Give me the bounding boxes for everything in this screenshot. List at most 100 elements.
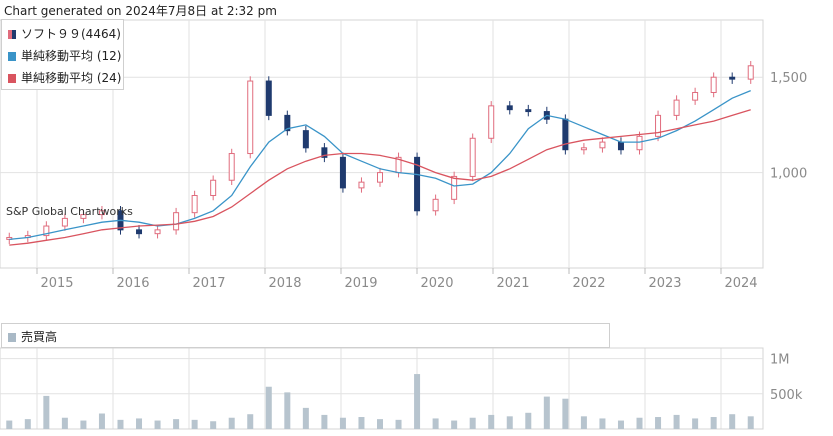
candle-body [6, 236, 13, 240]
volume-bar [265, 386, 272, 429]
chart-generated-header: Chart generated on 2024年7月8日 at 2:32 pm [4, 4, 277, 18]
candle-body [414, 156, 421, 212]
candle-body [321, 147, 328, 158]
volume-bar [506, 416, 513, 429]
volume-bar [210, 421, 217, 429]
volume-bar [543, 396, 550, 429]
volume-bar [655, 417, 662, 429]
volume-bar [321, 414, 328, 429]
volume-bar [98, 413, 105, 429]
volume-bar [710, 417, 717, 429]
x-tick-label: 2018 [268, 276, 301, 291]
volume-bar [432, 418, 439, 429]
sma12-line [9, 89, 751, 241]
candle-body [636, 135, 643, 151]
volume-bar [525, 412, 532, 429]
candle-body [729, 76, 736, 80]
candle-body [580, 147, 587, 151]
volume-bar [136, 418, 143, 429]
sma24-swatch-icon [8, 74, 16, 83]
volume-bar [673, 414, 680, 429]
candle-body [599, 141, 606, 149]
volume-bar [729, 414, 736, 429]
volume-bar [173, 419, 180, 429]
candle-body [98, 210, 105, 216]
volume-bar [469, 417, 476, 429]
volume-bar [562, 398, 569, 429]
legend-item-volume[interactable]: 売買高 [8, 328, 57, 345]
candle-body [210, 179, 217, 197]
candle-body [506, 105, 513, 111]
candle-body [673, 99, 680, 116]
legend-sma12-label: 単純移動平均 (12) [21, 49, 122, 63]
legend-volume-label: 売買高 [21, 330, 58, 344]
x-tick-label: 2020 [420, 276, 453, 291]
volume-bar [636, 417, 643, 429]
volume-swatch-icon [8, 333, 16, 342]
x-tick-label: 2015 [40, 276, 73, 291]
price-plot-frame [0, 19, 764, 269]
sma12-swatch-icon [8, 52, 16, 61]
candlestick-swatch-icon [8, 30, 16, 39]
volume-bar [395, 419, 402, 429]
candle-body [339, 156, 346, 189]
candle-body [617, 141, 624, 151]
candle-body [154, 229, 161, 235]
x-tick-label: 2017 [192, 276, 225, 291]
candle-body [488, 105, 495, 139]
volume-bar [747, 416, 754, 429]
candle-body [302, 130, 309, 149]
candle-body [377, 172, 383, 183]
volume-bar [24, 419, 31, 429]
candle-body [358, 181, 365, 189]
volume-bar [154, 420, 161, 429]
candle-body [61, 217, 68, 227]
volume-legend: 売買高 [1, 323, 610, 348]
volume-y-tick-label: 500k [770, 388, 803, 403]
volume-bar [617, 420, 624, 429]
y-tick-label: 1,000 [770, 167, 807, 182]
x-tick-label: 2019 [344, 276, 377, 291]
volume-bar [228, 417, 235, 429]
candle-body [228, 153, 235, 181]
price-legend: ソフト９９(4464) 単純移動平均 (12) 単純移動平均 (24) [1, 19, 124, 90]
volume-bar [377, 419, 383, 429]
volume-bar [339, 417, 346, 429]
candle-body [43, 225, 50, 237]
x-tick-label: 2024 [724, 276, 757, 291]
x-tick-label: 2021 [496, 276, 529, 291]
volume-bar [6, 420, 13, 429]
volume-bar [488, 414, 495, 429]
volume-y-tick-label: 1M [770, 353, 790, 368]
volume-bar [599, 418, 606, 429]
x-tick-label: 2022 [572, 276, 605, 291]
volume-bar [302, 407, 309, 429]
volume-bar [117, 419, 124, 429]
candle-body [265, 80, 272, 116]
volume-bar [61, 417, 68, 429]
candle-body [247, 80, 254, 155]
volume-bar [43, 395, 50, 429]
sp-global-watermark: S&P Global Chartworks [6, 205, 133, 218]
candle-body [747, 65, 754, 80]
legend-sma24-label: 単純移動平均 (24) [21, 71, 122, 85]
candle-body [692, 91, 699, 101]
candle-body [80, 214, 87, 219]
candle-body [191, 195, 198, 214]
candle-body [432, 198, 439, 212]
legend-item-sma12[interactable]: 単純移動平均 (12) [8, 47, 121, 64]
volume-bar [247, 414, 254, 429]
candle-body [469, 137, 476, 177]
legend-item-sma24[interactable]: 単純移動平均 (24) [8, 69, 121, 86]
volume-bar [580, 416, 587, 429]
x-tick-label: 2023 [648, 276, 681, 291]
legend-item-price[interactable]: ソフト９９(4464) [8, 25, 121, 42]
candle-body [451, 175, 458, 200]
x-tick-label: 2016 [116, 276, 149, 291]
y-tick-label: 1,500 [770, 71, 807, 86]
candle-body [655, 114, 662, 137]
volume-bar [692, 418, 699, 429]
candle-body [710, 76, 717, 93]
volume-bar [284, 392, 291, 429]
candle-body [173, 212, 180, 231]
